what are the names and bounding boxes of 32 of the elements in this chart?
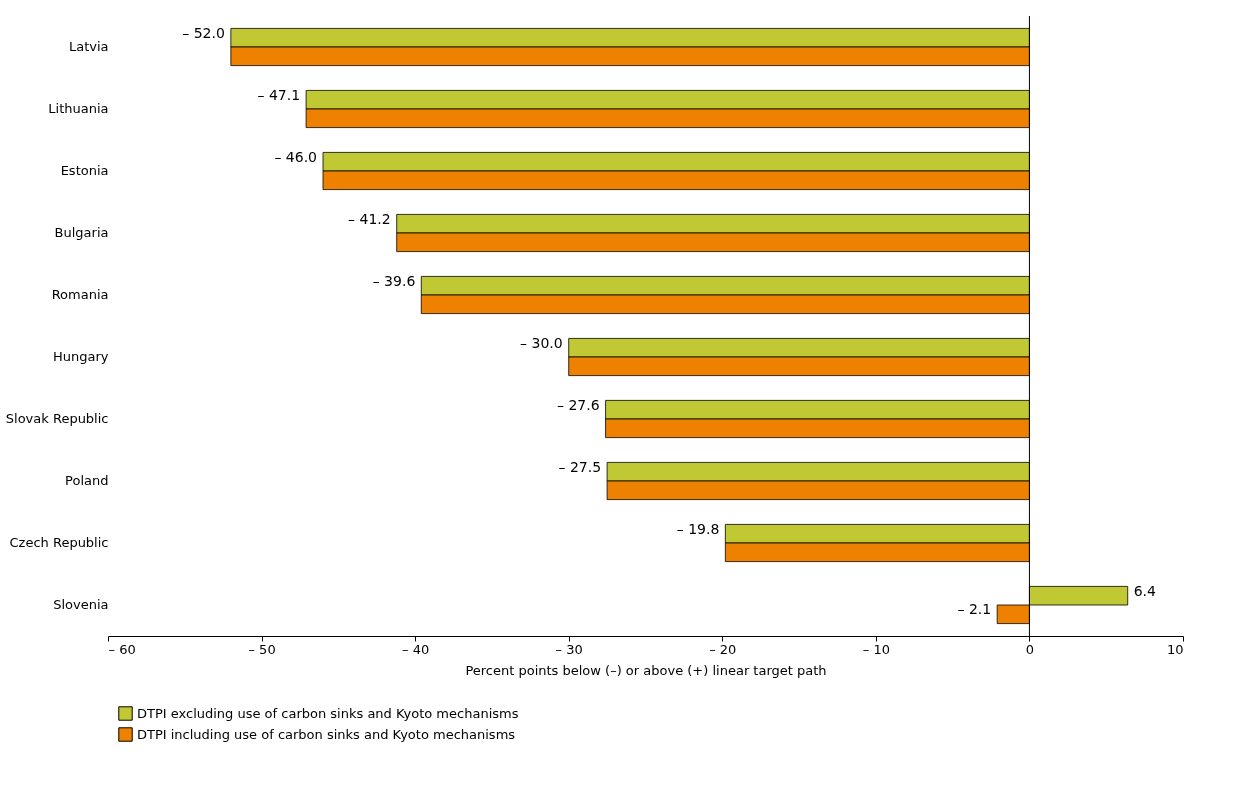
x-tick-label: – 20 [709,641,737,657]
y-tick-label: Romania [51,287,109,302]
data-label: – 27.5 [558,458,602,475]
y-tick-label: Estonia [60,163,109,178]
data-label: – 41.2 [348,210,391,227]
x-tick-label: – 10 [862,641,890,657]
x-tick-label: – 50 [248,641,276,657]
data-label: 6.4 [1133,582,1157,599]
data-label: – 52.0 [182,24,225,41]
y-tick-label: Slovak Republic [5,411,109,426]
y-tick-label: Slovenia [53,597,109,612]
data-label: – 2.1 [957,601,992,618]
legend-label: DTPI excluding use of carbon sinks and Kyoto mechanisms [137,705,519,721]
y-tick-label: Hungary [52,349,109,364]
data-label: – 30.0 [520,334,563,351]
x-tick-label: – 30 [555,641,583,657]
x-tick-label: 0 [1025,641,1035,657]
data-label: – 27.6 [556,396,600,413]
legend-label: DTPI including use of carbon sinks and Kyoto mechanisms [137,726,516,742]
data-label: – 19.8 [676,520,720,537]
x-axis-title: Percent points below (–) or above (+) linear target path [465,662,827,678]
x-tick-label: – 60 [108,641,136,657]
data-label: – 39.6 [372,272,416,289]
data-label: – 46.0 [274,148,317,165]
y-tick-label: Poland [65,473,109,488]
y-tick-label: Latvia [68,39,109,54]
data-label: – 47.1 [257,86,301,103]
x-tick-label: – 40 [402,641,430,657]
y-tick-label: Czech Republic [9,535,109,550]
x-tick-label: 10 [1166,641,1184,657]
y-tick-label: Lithuania [48,101,109,116]
y-tick-label: Bulgaria [54,225,109,240]
